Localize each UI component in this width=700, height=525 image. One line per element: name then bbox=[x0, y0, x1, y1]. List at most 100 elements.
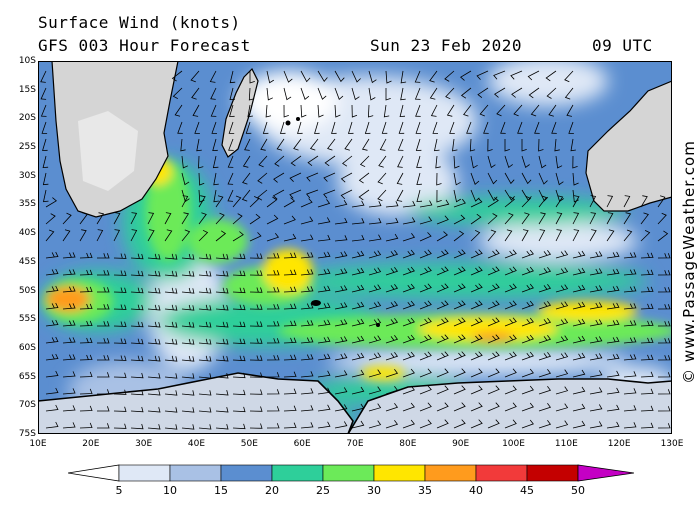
wind-barb bbox=[521, 155, 530, 169]
wind-barb bbox=[657, 304, 671, 310]
wind-barb bbox=[300, 286, 314, 293]
wind-barb bbox=[45, 268, 59, 276]
wind-barb bbox=[210, 104, 217, 117]
wind-barb bbox=[470, 334, 483, 344]
wind-barb bbox=[257, 172, 268, 184]
wind-barb bbox=[249, 270, 263, 276]
wind-barb bbox=[300, 405, 314, 412]
wind-barb bbox=[402, 368, 415, 378]
colorbar-label: 45 bbox=[520, 484, 534, 497]
wind-barb bbox=[164, 212, 172, 225]
wind-barb bbox=[283, 422, 297, 429]
wind-barb bbox=[300, 422, 314, 429]
wind-barb bbox=[351, 369, 365, 378]
wind-barb bbox=[453, 419, 466, 429]
colorbar-segment bbox=[118, 464, 171, 482]
wind-barb bbox=[589, 302, 603, 310]
wind-barb bbox=[606, 285, 620, 293]
colorbar-label: 30 bbox=[367, 484, 381, 497]
lat-label: 20S bbox=[18, 113, 36, 124]
wind-barb bbox=[469, 138, 476, 152]
wind-barb bbox=[470, 172, 480, 185]
wind-barb bbox=[487, 300, 500, 310]
wind-barb bbox=[449, 121, 455, 134]
wind-barb bbox=[97, 287, 110, 293]
wind-barb bbox=[273, 172, 285, 183]
wind-barb bbox=[42, 189, 49, 203]
wind-barb bbox=[130, 423, 144, 430]
wind-barb bbox=[211, 121, 218, 134]
lat-label: 70S bbox=[18, 400, 36, 411]
wind-barb bbox=[351, 104, 358, 118]
wind-barb bbox=[385, 301, 399, 310]
wind-barb bbox=[45, 336, 59, 344]
wind-barb bbox=[504, 229, 513, 242]
wind-barb bbox=[589, 229, 597, 242]
wind-barb bbox=[368, 386, 382, 395]
wind-barb bbox=[396, 189, 404, 202]
wind-barb bbox=[538, 284, 552, 293]
wind-barb bbox=[572, 335, 586, 344]
colorbar-segment bbox=[271, 464, 324, 482]
wind-barb bbox=[177, 121, 183, 134]
wind-barb bbox=[172, 87, 183, 99]
wind-barb bbox=[215, 195, 224, 208]
wind-barb bbox=[453, 351, 466, 361]
wind-barb bbox=[657, 423, 671, 429]
wind-barb bbox=[414, 70, 421, 83]
wind-barb bbox=[521, 402, 534, 412]
wind-barb bbox=[385, 403, 399, 412]
wind-barb bbox=[198, 304, 212, 311]
wind-barb bbox=[361, 138, 370, 151]
wind-barb bbox=[283, 269, 297, 276]
wind-barb bbox=[249, 355, 263, 361]
wind-barb bbox=[487, 419, 500, 429]
wind-barb bbox=[555, 172, 564, 186]
wind-barb bbox=[181, 172, 190, 186]
wind-barb bbox=[415, 104, 421, 117]
wind-barb bbox=[436, 283, 449, 293]
wind-barb bbox=[470, 249, 483, 259]
wind-barb bbox=[300, 354, 314, 361]
wind-barb bbox=[45, 421, 59, 429]
wind-barb bbox=[513, 104, 523, 117]
wind-barb bbox=[181, 424, 195, 430]
wind-barb bbox=[402, 233, 416, 242]
wind-barb bbox=[470, 402, 483, 412]
wind-barb bbox=[317, 370, 331, 378]
wind-barb bbox=[430, 104, 438, 117]
wind-barb bbox=[470, 266, 483, 276]
wind-barb bbox=[657, 212, 667, 225]
wind-barb bbox=[436, 189, 442, 203]
colorbar-label: 15 bbox=[214, 484, 228, 497]
lon-label: 50E bbox=[240, 439, 258, 449]
wind-barb bbox=[419, 402, 432, 412]
colorbar-label: 25 bbox=[316, 484, 330, 497]
wind-barb bbox=[538, 212, 546, 225]
wind-barb bbox=[180, 138, 186, 152]
wind-barb bbox=[249, 372, 263, 378]
wind-barb bbox=[215, 304, 229, 311]
wind-barb bbox=[181, 212, 190, 225]
wind-barb bbox=[198, 253, 212, 260]
wind-barb bbox=[181, 229, 191, 242]
wind-barb bbox=[606, 319, 620, 327]
wind-barb bbox=[402, 300, 415, 310]
wind-barb bbox=[657, 338, 671, 344]
wind-barb bbox=[453, 402, 466, 412]
wind-barb bbox=[487, 368, 500, 378]
wind-barb bbox=[283, 215, 296, 225]
wind-barb bbox=[367, 104, 374, 118]
wind-barb bbox=[97, 270, 110, 276]
lat-label: 75S bbox=[18, 429, 36, 439]
wind-barb bbox=[45, 197, 57, 208]
wind-barb bbox=[283, 337, 297, 344]
wind-barb bbox=[113, 389, 127, 395]
wind-barb bbox=[623, 303, 637, 310]
wind-barb bbox=[130, 304, 144, 311]
wind-barb bbox=[436, 231, 448, 242]
antarctica-coastline-east bbox=[347, 378, 672, 434]
wind-barb bbox=[402, 217, 416, 225]
wind-barb bbox=[130, 338, 144, 345]
wind-barb bbox=[606, 229, 615, 242]
